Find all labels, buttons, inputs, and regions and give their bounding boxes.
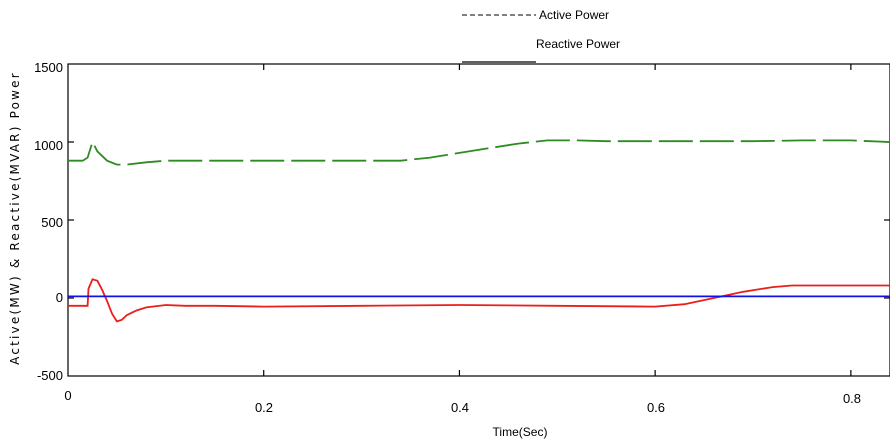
y-tick-0: -500 [37, 368, 63, 383]
x-axis-label: Time(Sec) [493, 425, 548, 439]
legend-active-label: Active Power [539, 8, 609, 22]
axis-ticks [68, 64, 890, 376]
y-tick-1: 0 [56, 290, 63, 305]
x-tick-2: 0.4 [451, 400, 469, 415]
legend: Active Power Reactive Power [462, 8, 620, 63]
y-axis-label: Active(MW) & Reactive(MVAR) Power [8, 71, 22, 365]
y-tick-4: 1500 [34, 60, 63, 75]
series-line-0 [68, 139, 890, 166]
plot-area [67, 63, 890, 377]
series-group [68, 139, 890, 323]
x-tick-4: 0.8 [843, 391, 861, 406]
x-tick-1: 0.2 [255, 400, 273, 415]
series-line-1 [68, 278, 890, 323]
x-tick-3: 0.6 [647, 400, 665, 415]
y-tick-3: 1000 [34, 138, 63, 153]
x-tick-0: 0 [64, 388, 71, 403]
y-tick-2: 500 [41, 215, 63, 230]
legend-reactive-label: Reactive Power [536, 37, 620, 51]
